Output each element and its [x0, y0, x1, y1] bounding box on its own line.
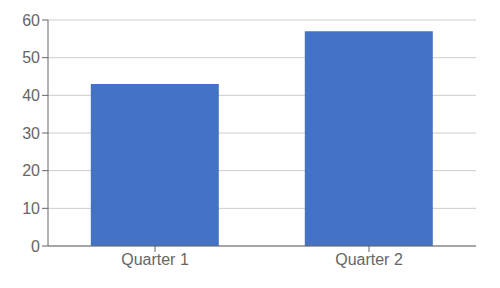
svg-text:30: 30 — [22, 125, 40, 142]
svg-text:Quarter 2: Quarter 2 — [335, 251, 403, 268]
svg-text:40: 40 — [22, 87, 40, 104]
svg-text:50: 50 — [22, 49, 40, 66]
svg-text:0: 0 — [31, 238, 40, 255]
svg-text:20: 20 — [22, 162, 40, 179]
svg-text:10: 10 — [22, 200, 40, 217]
svg-text:60: 60 — [22, 12, 40, 29]
svg-text:Quarter 1: Quarter 1 — [121, 251, 189, 268]
